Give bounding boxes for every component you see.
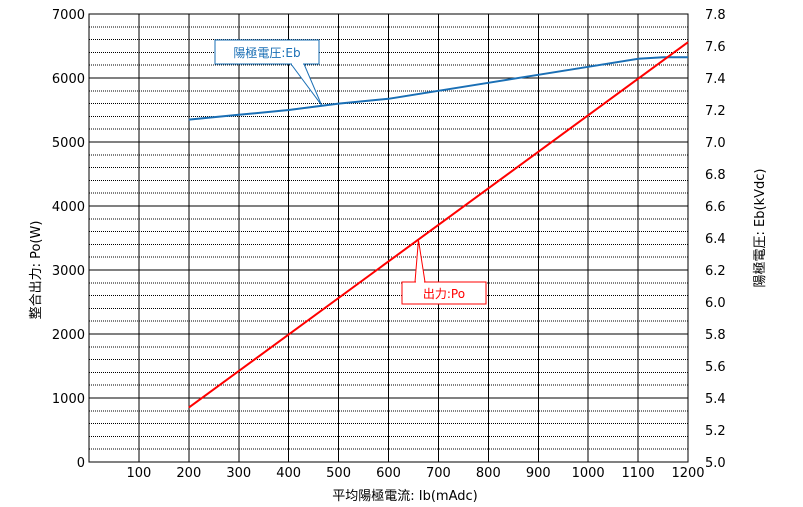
y-right-tick-label: 6.0 (705, 296, 726, 311)
x-tick-label: 100 (127, 466, 152, 481)
x-tick-label: 200 (176, 466, 201, 481)
grid (88, 13, 689, 463)
y-right-tick-label: 6.2 (705, 264, 726, 279)
x-tick-label: 300 (226, 466, 251, 481)
tick-labels: 100 200 300 400 500 600 700 800 900 1000 1100 1200 0… (52, 8, 726, 481)
y-left-tick-label: 3000 (52, 264, 85, 279)
y-right-axis-title: 陽極電圧: Eb(kVdc) (752, 169, 768, 288)
y-left-tick-label: 2000 (52, 328, 85, 343)
y-left-tick-label: 7000 (52, 8, 85, 23)
y-right-tick-label: 6.8 (705, 168, 726, 183)
y-right-tick-label: 6.6 (705, 200, 726, 215)
x-tick-label: 700 (426, 466, 451, 481)
y-right-tick-label: 5.0 (705, 456, 726, 471)
x-tick-label: 1000 (572, 466, 605, 481)
y-right-tick-label: 7.2 (705, 104, 726, 119)
y-right-tick-label: 7.0 (705, 136, 726, 151)
series-layer (188, 41, 689, 409)
callout-pointer (290, 63, 323, 106)
y-left-tick-label: 4000 (52, 200, 85, 215)
x-tick-label: 1200 (671, 466, 704, 481)
series-callout-0: 陽極電圧:Eb (214, 39, 323, 106)
x-axis-title: 平均陽極電流: Ib(mAdc) (332, 488, 477, 504)
series-label: 出力:Po (423, 287, 465, 301)
series-line-1 (188, 41, 689, 409)
x-tick-label: 800 (476, 466, 501, 481)
y-right-tick-label: 5.8 (705, 328, 726, 343)
series-callout-1: 出力:Po (401, 239, 487, 305)
x-tick-label: 600 (376, 466, 401, 481)
x-tick-label: 900 (526, 466, 551, 481)
y-right-tick-label: 5.4 (705, 392, 726, 407)
y-right-tick-label: 7.8 (705, 8, 726, 23)
series-label: 陽極電圧:Eb (233, 45, 300, 60)
y-right-tick-label: 5.2 (705, 424, 726, 439)
callouts: 陽極電圧:Eb 出力:Po (214, 39, 487, 305)
y-left-axis-title: 整合出力: Po(W) (29, 221, 44, 320)
y-left-tick-label: 5000 (52, 136, 85, 151)
x-tick-label-origin: 0 (77, 456, 85, 471)
plot-frame (88, 13, 689, 463)
y-right-tick-label: 7.6 (705, 40, 726, 55)
y-right-tick-label: 7.4 (705, 72, 726, 87)
y-right-tick-label: 5.6 (705, 360, 726, 375)
x-tick-label: 500 (326, 466, 351, 481)
y-right-tick-label: 6.4 (705, 232, 726, 247)
y-left-tick-label: 6000 (52, 72, 85, 87)
callout-pointer (414, 239, 426, 283)
callout-box (214, 39, 320, 65)
x-tick-label: 400 (276, 466, 301, 481)
y-left-tick-label: 1000 (52, 392, 85, 407)
callout-box (401, 281, 487, 305)
series-line-0 (188, 56, 688, 121)
x-tick-label: 1100 (622, 466, 655, 481)
